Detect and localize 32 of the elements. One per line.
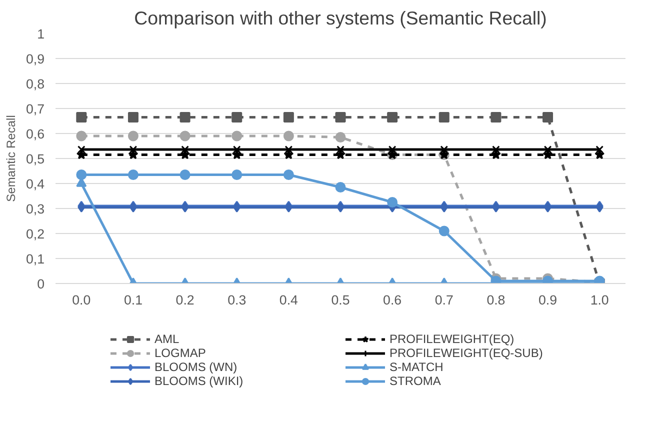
y-axis-title: Semantic Recall <box>4 115 18 202</box>
x-tick-label: 0.5 <box>331 292 350 308</box>
x-tick-label: 0.6 <box>383 292 402 308</box>
legend-label: BLOOMS (WIKI) <box>154 374 244 388</box>
y-tick-label: 0,7 <box>26 102 45 116</box>
legend-label: S-MATCH <box>390 360 444 374</box>
y-tick-label: 0,8 <box>26 76 45 92</box>
y-tick-label: 1 <box>37 26 45 42</box>
y-tick-label: 0,4 <box>26 176 46 192</box>
y-tick-label: 0,2 <box>26 226 45 242</box>
y-tick-label: 0,3 <box>26 202 45 216</box>
x-tick-label: 0.1 <box>124 292 142 308</box>
x-tick-label: 0.8 <box>486 292 506 308</box>
x-tick-label: 0.7 <box>434 292 454 308</box>
x-tick-label: 0.3 <box>228 292 246 308</box>
legend-label: PROFILEWEIGHT(EQ-SUB) <box>390 346 544 360</box>
legend-label: LOGMAP <box>154 346 207 360</box>
chart-title: Comparison with other systems (Semantic Recall) <box>134 8 547 28</box>
x-tick-label: 0.0 <box>72 292 91 308</box>
y-tick-label: 0,1 <box>26 252 45 266</box>
legend-label: STROMA <box>390 374 442 388</box>
x-tick-label: 0.4 <box>279 292 299 308</box>
x-tick-label: 0.2 <box>176 292 194 308</box>
legend-label: AML <box>154 332 180 346</box>
y-tick-label: 0,9 <box>26 52 45 66</box>
x-tick-label: 0.9 <box>538 292 558 308</box>
y-tick-label: 0,6 <box>26 126 45 142</box>
y-tick-label: 0,5 <box>26 152 45 166</box>
y-tick-label: 0 <box>37 276 45 292</box>
legend-label: PROFILEWEIGHT(EQ) <box>390 332 516 346</box>
legend-label: BLOOMS (WN) <box>154 360 238 374</box>
x-tick-label: 1.0 <box>590 292 609 308</box>
